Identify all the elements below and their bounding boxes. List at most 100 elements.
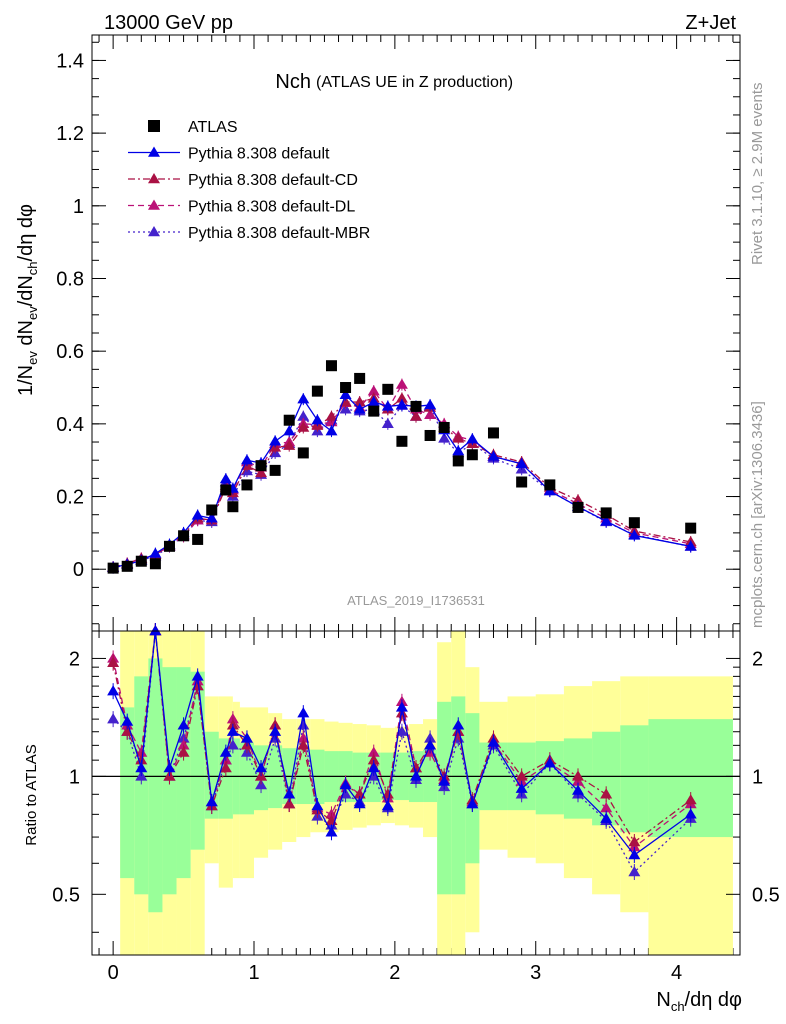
data-point-atlas	[297, 447, 309, 459]
data-point-atlas	[220, 484, 232, 496]
data-point-atlas	[206, 504, 218, 516]
ratio-plot-frame	[91, 630, 741, 956]
data-point	[283, 425, 296, 436]
data-point-atlas	[466, 449, 478, 461]
data-point-atlas	[255, 460, 267, 472]
ratio-data-point	[177, 719, 190, 730]
legend-label: Pythia 8.308 default	[188, 146, 330, 163]
series-line	[112, 404, 691, 569]
data-point-atlas	[163, 540, 175, 552]
data-point-atlas	[572, 501, 584, 513]
ratio-data-point	[381, 800, 394, 811]
ratio-data-point	[135, 754, 148, 765]
rivet-label: Rivet 3.1.10, ≥ 2.9M events	[749, 83, 766, 266]
ratio-data-point	[543, 757, 556, 768]
ratio-data-point	[149, 625, 162, 636]
mcplots-label: mcplots.cern.ch [arXiv:1306.3436]	[749, 401, 766, 628]
ratio-y-tick-label: 2	[752, 648, 763, 670]
ratio-data-point	[367, 762, 380, 773]
ratio-data-point	[283, 798, 296, 809]
data-point-atlas	[544, 479, 556, 491]
legend-label: Pythia 8.308 default-MBR	[188, 225, 370, 242]
data-point-atlas	[227, 501, 239, 513]
ratio-data-point	[684, 794, 697, 805]
ratio-data-point	[438, 775, 451, 786]
x-tick-label: 3	[530, 962, 541, 984]
ratio-data-point	[466, 798, 479, 809]
ratio-data-point	[240, 732, 253, 743]
data-point	[297, 421, 310, 432]
y-tick-label: 0.8	[56, 268, 84, 290]
x-axis-label: Nch/dη dφ	[656, 989, 742, 1014]
legend-marker	[148, 226, 160, 237]
ratio-data-point	[424, 739, 437, 750]
y-tick-label: 1.4	[56, 50, 84, 72]
data-point	[395, 392, 408, 403]
data-point	[466, 433, 479, 444]
ratio-data-point	[269, 725, 282, 736]
uncertainty-band-green	[620, 725, 649, 833]
ratio-data-point	[191, 670, 204, 681]
ratio-y-tick-label: 1	[69, 766, 80, 788]
uncertainty-band-green	[352, 752, 367, 803]
data-point	[395, 398, 408, 410]
ratio-data-point	[325, 826, 338, 837]
data-point	[367, 396, 380, 407]
ratio-data-point	[487, 736, 500, 747]
ratio-data-point	[628, 835, 641, 847]
data-point	[240, 454, 253, 465]
watermark: ATLAS_2019_I1736531	[347, 593, 485, 608]
data-point-atlas	[354, 372, 366, 384]
ratio-data-point	[600, 788, 613, 799]
data-point-atlas	[600, 507, 612, 519]
ratio-data-point	[219, 762, 232, 773]
data-point	[572, 494, 584, 505]
ratio-data-point	[410, 770, 422, 781]
ratio-data-point	[177, 739, 190, 750]
ratio-data-point	[515, 782, 528, 793]
legend-marker	[148, 199, 160, 210]
uncertainty-band-green	[218, 738, 233, 819]
y-axis-label: 1/Nev dNev/dNch/dη dφ	[15, 204, 40, 396]
y-tick-label: 0.2	[56, 487, 84, 509]
ratio-y-tick-label: 0.5	[52, 884, 80, 906]
data-point	[367, 385, 380, 396]
ratio-data-point	[367, 754, 380, 765]
data-point	[353, 396, 366, 407]
data-point-atlas	[311, 385, 323, 397]
ratio-data-point	[297, 739, 310, 750]
data-point	[487, 450, 500, 461]
y-tick-label: 1.2	[56, 123, 84, 145]
uncertainty-band-green	[190, 671, 205, 850]
ratio-data-point	[381, 788, 394, 799]
ratio-data-point	[177, 746, 190, 757]
uncertainty-band-green	[120, 707, 135, 879]
ratio-data-point	[353, 798, 366, 809]
data-point-atlas	[452, 455, 464, 467]
data-point	[424, 408, 437, 419]
ratio-data-point	[135, 762, 148, 773]
header-right-label: Z+Jet	[685, 12, 736, 34]
data-point-atlas	[410, 400, 422, 412]
ratio-data-point	[311, 800, 324, 811]
ratio-data-point	[628, 866, 641, 877]
data-point-atlas	[340, 382, 352, 394]
data-point-atlas	[487, 427, 499, 439]
legend-label: Pythia 8.308 default-DL	[188, 199, 355, 216]
uncertainty-band-green	[535, 741, 564, 815]
legend-marker	[148, 173, 160, 184]
legend: ATLAS Pythia 8.308 default Pythia 8.308 de…	[128, 119, 370, 242]
ratio-data-point	[515, 770, 528, 781]
data-point	[339, 388, 352, 399]
data-point	[628, 529, 641, 540]
legend-label: ATLAS	[188, 119, 238, 136]
main-plot-area: 0 0.2 0.4 0.6 0.8 1 1.2 1.4	[56, 35, 740, 631]
ratio-data-point	[107, 685, 120, 696]
ratio-data-point	[121, 715, 134, 726]
ratio-series-line	[112, 630, 692, 848]
ratio-plot-area: 0 1 2 3 4 0.5 0.5 1 1 2 2	[52, 623, 780, 984]
ratio-data-point	[600, 812, 613, 823]
ratio-data-point	[297, 707, 310, 718]
data-point	[311, 414, 324, 425]
data-point	[395, 378, 408, 389]
